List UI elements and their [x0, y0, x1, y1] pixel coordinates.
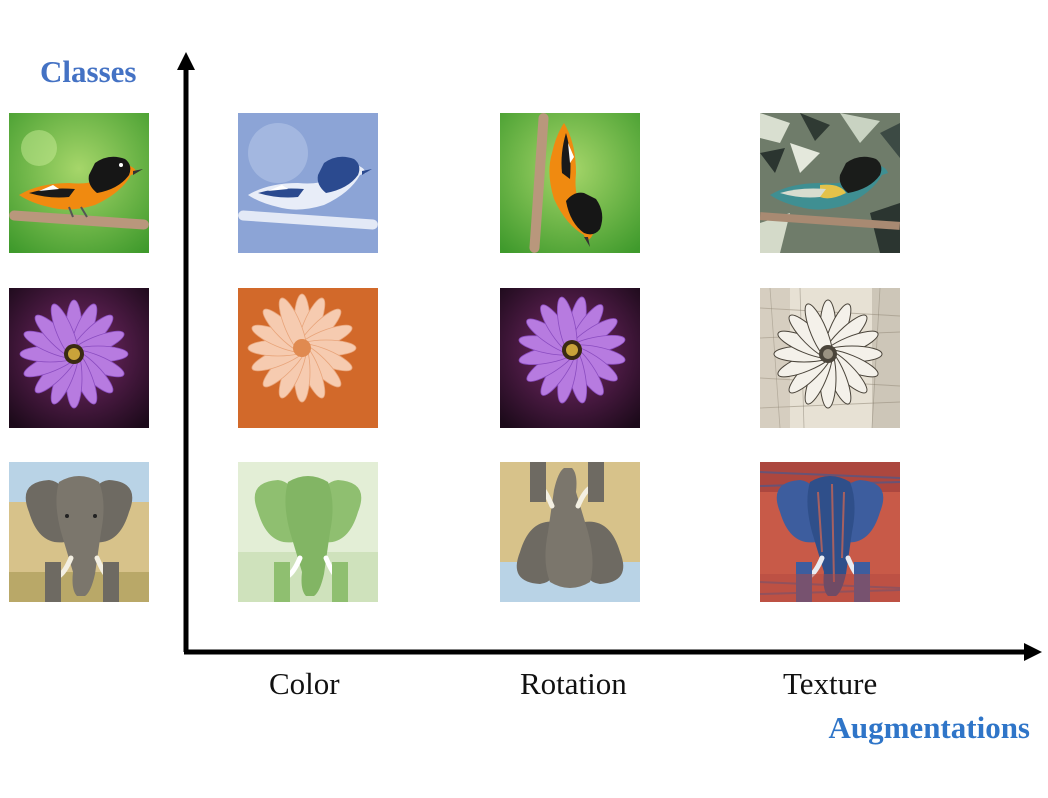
- flower-texture-augmented-image: [760, 288, 900, 428]
- bird-color-augmented-image: [238, 113, 378, 253]
- column-label-texture: Texture: [783, 666, 878, 701]
- column-label-color: Color: [269, 666, 340, 701]
- x-axis-arrowhead: [1024, 643, 1042, 661]
- elephant-original-image: [9, 462, 149, 602]
- column-label-rotation: Rotation: [520, 666, 627, 701]
- elephant-texture-augmented-image: [760, 462, 900, 602]
- flower-color-augmented-image: [238, 288, 378, 428]
- elephant-color-augmented-image: [238, 462, 378, 602]
- bird-texture-augmented-image: [760, 113, 900, 253]
- bird-original-image: [9, 113, 149, 253]
- x-axis-label: Augmentations: [828, 710, 1030, 745]
- flower-original-image: [9, 288, 149, 428]
- flower-rotation-augmented-image: [500, 288, 640, 428]
- bird-rotation-augmented-image: [500, 113, 640, 253]
- y-axis-arrowhead: [177, 52, 195, 70]
- elephant-rotation-augmented-image: [500, 462, 640, 602]
- y-axis-label: Classes: [40, 54, 137, 89]
